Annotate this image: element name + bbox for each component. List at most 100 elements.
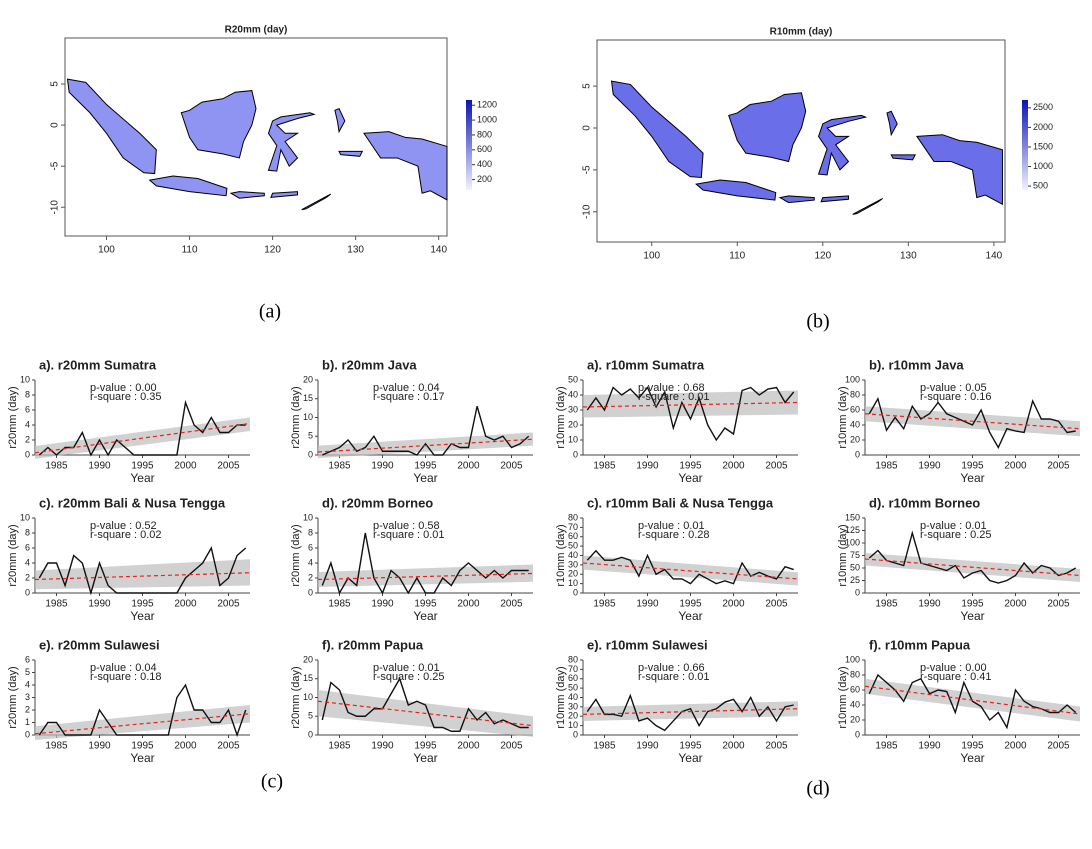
y-tick-label: 80	[850, 669, 860, 679]
x-tick-label: 1990	[918, 599, 941, 610]
colorbar-label: 200	[477, 174, 492, 184]
panel-title: a). r10mm Sumatra	[587, 357, 705, 372]
series-line	[38, 399, 246, 457]
x-tick-label: 1985	[875, 741, 898, 752]
x-tick-label: 2000	[174, 741, 197, 752]
y-tick-label: 8	[25, 527, 30, 537]
annotation: r-square : 0.25	[373, 671, 445, 683]
annotation: p-value : 0.01	[373, 662, 440, 674]
y-tick-label: 0	[25, 449, 30, 459]
x-tick-label: 110	[729, 251, 745, 262]
island	[886, 110, 898, 137]
y-axis-label: r20mm (day)	[290, 386, 302, 448]
x-tick-label: 2005	[217, 741, 240, 752]
island	[148, 175, 228, 197]
series-line	[868, 530, 1077, 584]
x-tick-label: 1985	[45, 599, 68, 610]
y-tick-label: 30	[568, 404, 578, 414]
island	[778, 195, 815, 204]
y-tick-label: 2	[25, 572, 30, 582]
annotation: p-value : 0.04	[373, 382, 440, 394]
colorbar-label: 400	[477, 159, 492, 169]
y-tick-label: 100	[845, 654, 860, 664]
y-axis-label: r20mm (day)	[7, 386, 19, 448]
x-tick-label: 1985	[593, 599, 616, 610]
colorbar-label: 800	[477, 129, 492, 139]
annotation: p-value : 0.00	[90, 382, 157, 394]
y-tick-label: 8	[308, 527, 313, 537]
x-tick-label: 1990	[636, 741, 659, 752]
y-tick-label: 20	[850, 434, 860, 444]
x-tick-label: 2005	[1047, 599, 1070, 610]
caption: (b)	[806, 311, 829, 333]
annotation: p-value : 0.05	[920, 382, 987, 394]
colorbar-label: 1000	[477, 114, 497, 124]
x-axis-label: Year	[130, 751, 154, 765]
y-tick-label: 15	[303, 393, 313, 403]
trend-line	[582, 708, 799, 715]
x-tick-label: 2000	[1004, 461, 1027, 472]
annotation: r-square : 0.01	[373, 529, 445, 541]
colorbar	[466, 100, 472, 190]
annotation: p-value : 0.01	[638, 520, 705, 532]
y-tick-label: 5	[582, 83, 593, 89]
series-line	[586, 386, 795, 442]
x-tick-label: 2000	[174, 461, 197, 472]
y-tick-label: 50	[850, 562, 860, 572]
y-axis-label: r10mm (day)	[837, 524, 849, 586]
x-tick-label: 1985	[328, 461, 351, 472]
island	[915, 134, 1003, 206]
y-tick-label: 10	[568, 720, 578, 730]
y-tick-label: 50	[568, 683, 578, 693]
annotation: p-value : 0.00	[920, 662, 987, 674]
series-line	[868, 396, 1076, 450]
x-axis-label: Year	[130, 609, 154, 623]
series-line	[322, 406, 530, 456]
y-axis-label: r10mm (day)	[555, 666, 567, 728]
x-tick-label: 130	[900, 251, 917, 262]
colorbar-label: 600	[477, 144, 492, 154]
x-tick-label: 2005	[217, 599, 240, 610]
colorbar-label: 2500	[1033, 102, 1053, 112]
y-tick-label: 80	[850, 389, 860, 399]
y-tick-label: 6	[25, 542, 30, 552]
y-tick-label: 40	[568, 692, 578, 702]
y-tick-label: 0	[855, 587, 860, 597]
y-tick-label: 20	[568, 419, 578, 429]
x-axis-label: Year	[678, 471, 702, 485]
y-axis-label: r10mm (day)	[555, 386, 567, 448]
island	[695, 179, 777, 201]
island	[890, 154, 917, 161]
x-tick-label: 1985	[45, 741, 68, 752]
x-tick-label: 1995	[131, 599, 154, 610]
x-tick-label: 1990	[918, 741, 941, 752]
x-tick-label: 1995	[414, 741, 437, 752]
x-tick-label: 2005	[1047, 741, 1070, 752]
x-tick-label: 1985	[45, 461, 68, 472]
y-tick-label: 5	[50, 81, 61, 87]
panel-title: e). r10mm Sulawesi	[587, 637, 708, 652]
x-tick-label: 1990	[371, 599, 394, 610]
trend-line	[582, 401, 799, 408]
x-axis-label: Year	[960, 751, 984, 765]
panel-title: b). r20mm Java	[322, 357, 417, 372]
annotation: r-square : 0.16	[920, 391, 992, 403]
island	[728, 92, 807, 163]
trend-line	[317, 572, 534, 581]
x-tick-label: 140	[986, 251, 1003, 262]
x-tick-label: 1985	[875, 461, 898, 472]
annotation: r-square : 0.02	[90, 529, 162, 541]
y-tick-label: 0	[855, 729, 860, 739]
x-axis-label: Year	[960, 609, 984, 623]
y-tick-label: 60	[568, 673, 578, 683]
annotation: p-value : 0.52	[90, 520, 157, 532]
x-tick-label: 1995	[961, 599, 984, 610]
panel-title: a). r20mm Sumatra	[39, 357, 157, 372]
panel-title: c). r10mm Bali & Nusa Tengga	[587, 495, 774, 510]
x-tick-label: 2005	[217, 461, 240, 472]
map-frame	[64, 37, 448, 237]
y-tick-label: 15	[303, 673, 313, 683]
trend-line	[34, 572, 251, 581]
caption: (a)	[259, 301, 281, 323]
trend-line	[864, 413, 1081, 430]
